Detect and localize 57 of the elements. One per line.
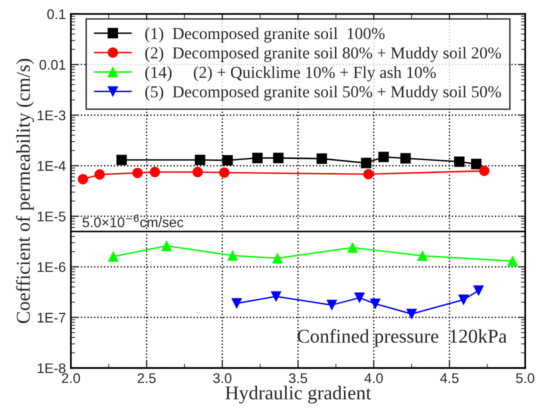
- point: [252, 152, 263, 164]
- legend-label: (2) Decomposed granite soil 80% + Muddy soil 20%: [145, 46, 501, 62]
- point: [458, 294, 469, 305]
- x-tick-label: 3.5: [288, 373, 308, 384]
- point: [507, 256, 518, 266]
- x-tick-label: 2.0: [62, 373, 80, 384]
- annotation: Confined pressure 120kPa: [298, 328, 507, 347]
- point: [347, 242, 358, 253]
- point: [94, 169, 105, 180]
- x-tick-label: 2.5: [138, 373, 156, 384]
- point: [406, 308, 417, 320]
- point: [370, 298, 380, 310]
- point: [454, 156, 465, 167]
- point: [363, 168, 374, 180]
- point: [354, 292, 365, 303]
- point: [194, 154, 206, 166]
- point: [219, 167, 230, 178]
- point: [108, 251, 118, 262]
- point: [161, 240, 172, 252]
- legend-label: (5) Decomposed granite soil 50% + Muddy soil 50%: [145, 86, 501, 101]
- point: [400, 153, 411, 164]
- point: [473, 285, 484, 296]
- y-tick-label: 0.01: [40, 60, 66, 70]
- point: [192, 166, 203, 178]
- point: [78, 174, 88, 184]
- point: [326, 300, 338, 310]
- y-tick-label: 0.1: [47, 9, 66, 20]
- y-tick-label: 1E-8: [38, 363, 66, 374]
- point: [231, 298, 242, 309]
- y-tick-label: 1E-3: [38, 110, 66, 120]
- point: [417, 250, 428, 262]
- legend-label: (1) Decomposed granite soil 100%: [145, 27, 385, 43]
- point: [272, 253, 283, 264]
- point: [471, 158, 482, 170]
- y-axis-title: Coefficient of permeability (cm/s): [16, 58, 34, 324]
- x-tick-label: 5.0: [516, 373, 534, 384]
- ref-line-label: 5.0×10$^{−6}$cm/sec: [82, 214, 184, 228]
- point: [360, 158, 372, 168]
- point: [273, 152, 284, 164]
- y-tick-label: 1E-7: [38, 312, 66, 322]
- point: [227, 250, 238, 261]
- y-tick-label: 1E-6: [38, 262, 66, 272]
- x-tick-label: 3.0: [213, 373, 232, 384]
- point: [378, 152, 389, 162]
- x-tick-label: 4.5: [440, 373, 459, 384]
- x-tick-label: 4.0: [364, 373, 383, 384]
- point: [116, 154, 127, 166]
- x-axis-title: Hydraulic gradient: [225, 386, 372, 404]
- point: [479, 166, 490, 176]
- point: [270, 291, 282, 302]
- y-tick-label: 1E-5: [38, 212, 66, 222]
- point: [222, 155, 233, 166]
- point: [132, 168, 143, 178]
- point: [316, 153, 328, 164]
- y-tick-label: 1E-4: [38, 161, 66, 171]
- point: [150, 166, 160, 178]
- legend-label: (14) (2) + Quicklime 10% + Fly ash 10%: [145, 66, 436, 82]
